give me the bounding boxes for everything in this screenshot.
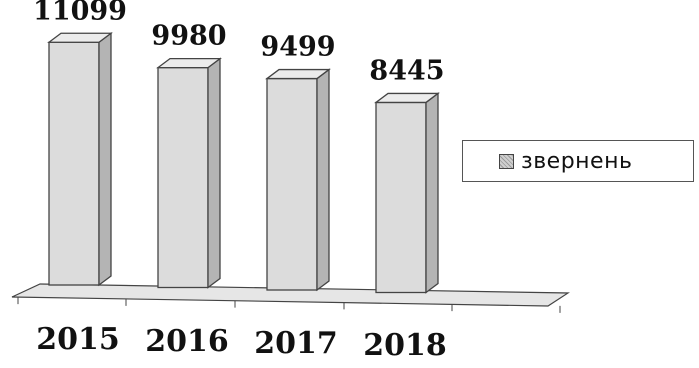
x-tick-label: 2017 <box>254 326 338 361</box>
bar-side <box>98 31 112 287</box>
x-tick-label: 2015 <box>36 322 120 357</box>
chart-floor <box>11 283 570 307</box>
bar <box>266 77 318 291</box>
legend: звернень <box>462 140 694 182</box>
bar <box>48 41 100 286</box>
legend-swatch <box>499 153 514 169</box>
data-label: 8445 <box>369 55 444 86</box>
bar-top <box>374 92 440 104</box>
bar <box>157 66 209 289</box>
x-tick-label: 2018 <box>363 328 447 363</box>
bar-top <box>47 32 113 43</box>
bar-top <box>156 57 222 69</box>
bar-side <box>207 57 221 289</box>
bar-side <box>316 68 330 292</box>
bar-top <box>265 68 331 80</box>
bar <box>375 101 427 294</box>
data-label: 11099 <box>33 0 127 26</box>
data-label: 9980 <box>151 21 226 52</box>
bar-side <box>425 92 439 294</box>
legend-label: звернень <box>521 148 633 174</box>
data-label: 9499 <box>260 32 335 63</box>
x-tick-label: 2016 <box>145 324 229 359</box>
